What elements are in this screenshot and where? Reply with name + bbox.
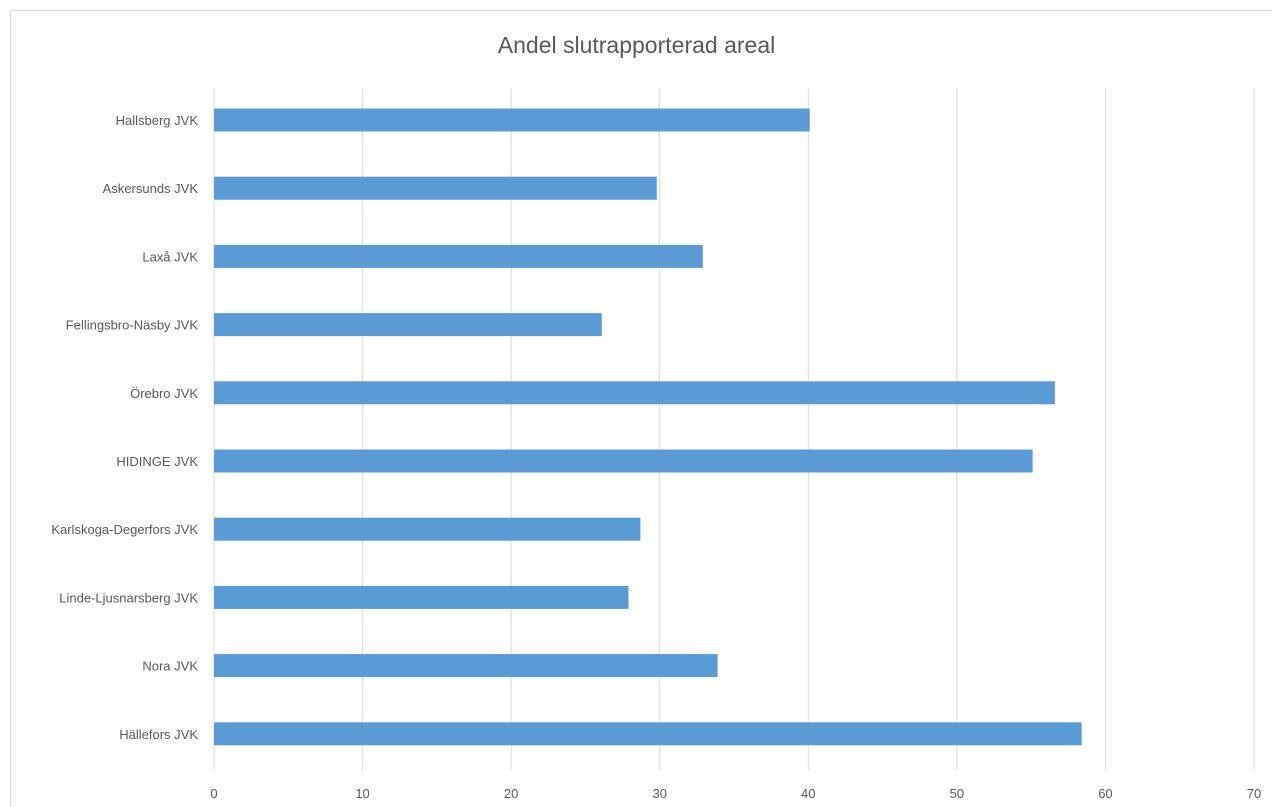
x-tick-label: 20 xyxy=(504,786,518,801)
x-tick-label: 30 xyxy=(652,786,666,801)
x-tick-labels: 0 10 20 30 40 50 60 70 xyxy=(210,786,1261,801)
bar xyxy=(214,244,703,268)
x-tick-label: 10 xyxy=(355,786,369,801)
bar xyxy=(214,654,718,678)
bar xyxy=(214,449,1033,473)
category-label: Fellingsbro-Näsby JVK xyxy=(66,318,199,333)
bar xyxy=(214,313,602,337)
x-tick-label: 40 xyxy=(801,786,815,801)
category-label: Askersunds JVK xyxy=(103,181,199,196)
bar xyxy=(214,722,1082,746)
category-label: Linde-Ljusnarsberg JVK xyxy=(59,590,198,605)
x-tick-label: 70 xyxy=(1247,786,1261,801)
category-label: Hällefors JVK xyxy=(119,727,198,742)
category-label: Hallsberg JVK xyxy=(116,113,199,128)
x-tick-label: 50 xyxy=(950,786,964,801)
bar xyxy=(214,176,657,200)
bar xyxy=(214,381,1055,405)
category-label: Laxå JVK xyxy=(142,249,198,264)
bar xyxy=(214,585,629,609)
category-label: Karlskoga-Degerfors JVK xyxy=(51,522,198,537)
category-labels: Hallsberg JVK Askersunds JVK Laxå JVK Felli… xyxy=(51,113,198,742)
category-label: Nora JVK xyxy=(142,659,198,674)
bars xyxy=(214,108,1082,746)
chart-title: Andel slutrapporterad areal xyxy=(497,32,776,58)
bar xyxy=(214,517,641,541)
category-label: Örebro JVK xyxy=(130,386,198,401)
bar xyxy=(214,108,810,132)
x-tick-label: 60 xyxy=(1098,786,1112,801)
category-label: HIDINGE JVK xyxy=(116,454,198,469)
x-tick-label: 0 xyxy=(210,786,217,801)
